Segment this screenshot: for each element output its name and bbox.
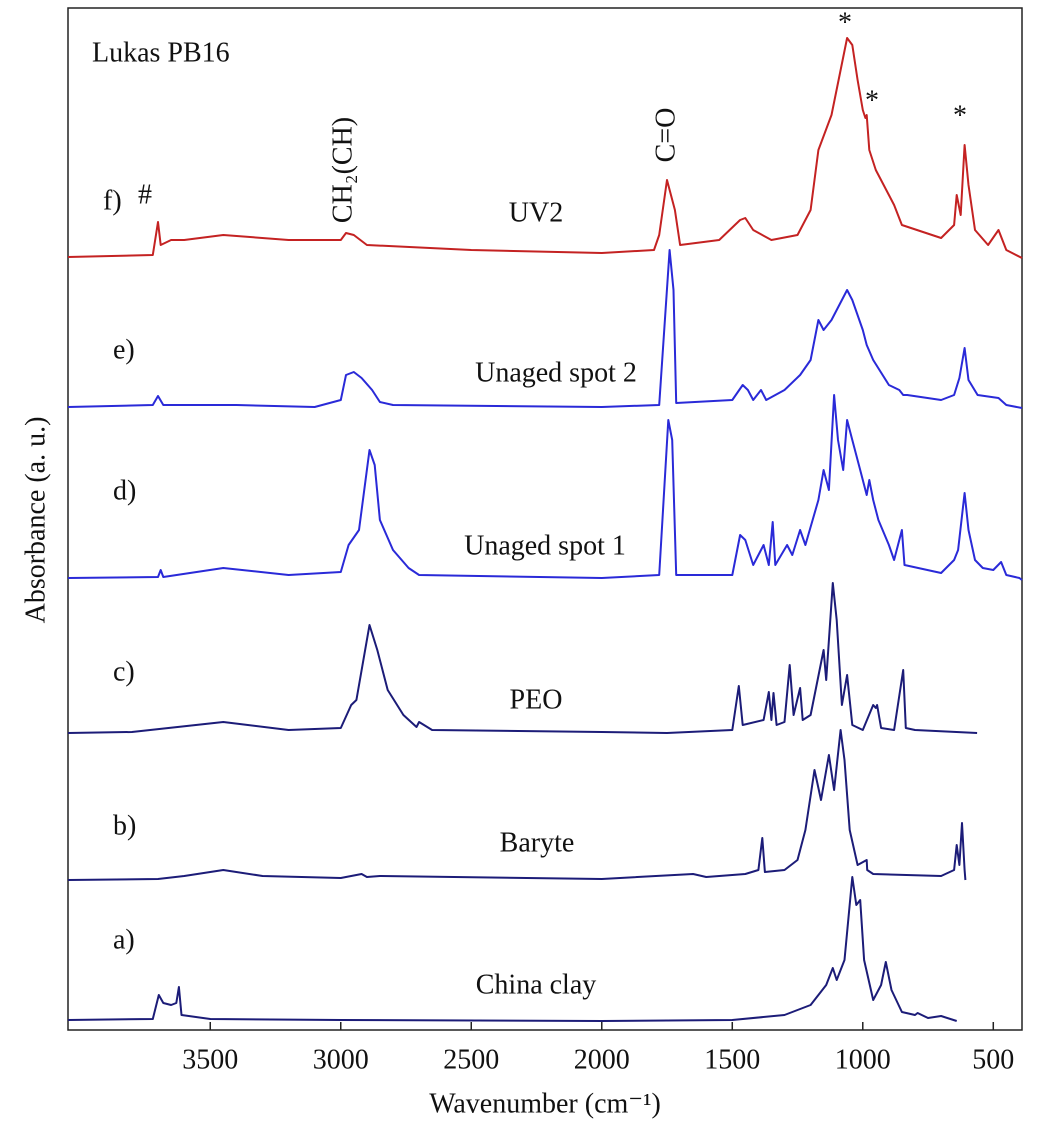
peak-annotation: * (865, 85, 879, 116)
peak-annotation: CH₂(CH) (327, 117, 358, 223)
spectrum-line (67, 37, 1023, 259)
series-name: Unaged spot 1 (464, 530, 626, 561)
spectrum-line (67, 729, 967, 881)
spectrum-line (67, 876, 958, 1022)
series-name: Baryte (500, 827, 575, 858)
peak-annotation: * (953, 100, 967, 131)
peak-annotation: C=O (650, 108, 681, 163)
x-tick-label: 3000 (313, 1044, 369, 1075)
x-tick-label: 2500 (443, 1044, 499, 1075)
plot-frame (67, 7, 1023, 1031)
series-tag: f) (103, 185, 122, 216)
peak-annotation: # (138, 179, 152, 210)
x-tick-label: 2000 (574, 1044, 630, 1075)
series-tag: c) (113, 656, 135, 687)
series-name: Unaged spot 2 (475, 357, 637, 388)
series-tag: e) (113, 334, 135, 365)
y-axis-title: Absorbance (a. u.) (20, 417, 51, 624)
series-name: PEO (510, 684, 563, 715)
spectrum-line (67, 582, 978, 734)
x-tick-label: 1500 (704, 1044, 760, 1075)
x-axis-title: Wavenumber (cm⁻¹) (429, 1088, 661, 1119)
series-tag: b) (113, 810, 136, 841)
spectrum-line (67, 249, 1023, 409)
series-tag: d) (113, 475, 136, 506)
x-tick-label: 3500 (182, 1044, 238, 1075)
series-tag: a) (113, 924, 135, 955)
x-tick-label: 1000 (835, 1044, 891, 1075)
chart-title: Lukas PB16 (92, 37, 230, 68)
series-name: UV2 (509, 197, 563, 228)
series-name: China clay (476, 969, 597, 1000)
spectrum-line (67, 394, 1023, 581)
peak-annotation: * (838, 7, 852, 38)
x-tick-label: 500 (972, 1044, 1014, 1075)
